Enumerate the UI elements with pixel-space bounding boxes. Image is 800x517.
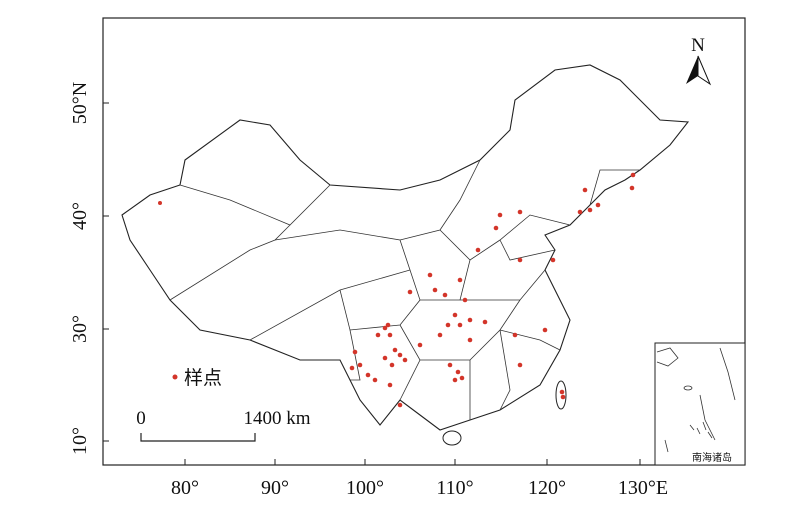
axis-labels: 50°N 40° 30° 10° 80° 90° 100° 110° 120° … (69, 82, 668, 499)
taiwan (555, 380, 567, 410)
north-label: N (691, 35, 705, 56)
x-label: 90° (261, 477, 289, 499)
y-label: 50°N (69, 82, 91, 124)
x-label: 80° (171, 477, 199, 499)
ticks (103, 102, 641, 465)
legend-label: 样点 (184, 367, 222, 389)
legend-symbol (172, 374, 178, 380)
inset-map (656, 347, 736, 453)
y-label: 40° (69, 202, 91, 230)
north-arrow (697, 55, 712, 86)
x-label: 120° (528, 477, 566, 499)
y-label: 30° (69, 315, 91, 343)
sample-points (158, 172, 636, 408)
inset-frame (654, 342, 746, 466)
north-arrow (686, 56, 698, 84)
scale-bar (140, 433, 256, 442)
scale-end: 1400 km (243, 408, 310, 429)
scale-start: 0 (136, 408, 146, 429)
inset-label: 南海诸岛 (692, 451, 732, 464)
x-label: 130°E (618, 477, 668, 499)
province-borders (169, 159, 640, 420)
x-label: 110° (436, 477, 473, 499)
y-label: 10° (69, 427, 91, 455)
hainan (442, 430, 462, 446)
x-label: 100° (346, 477, 384, 499)
